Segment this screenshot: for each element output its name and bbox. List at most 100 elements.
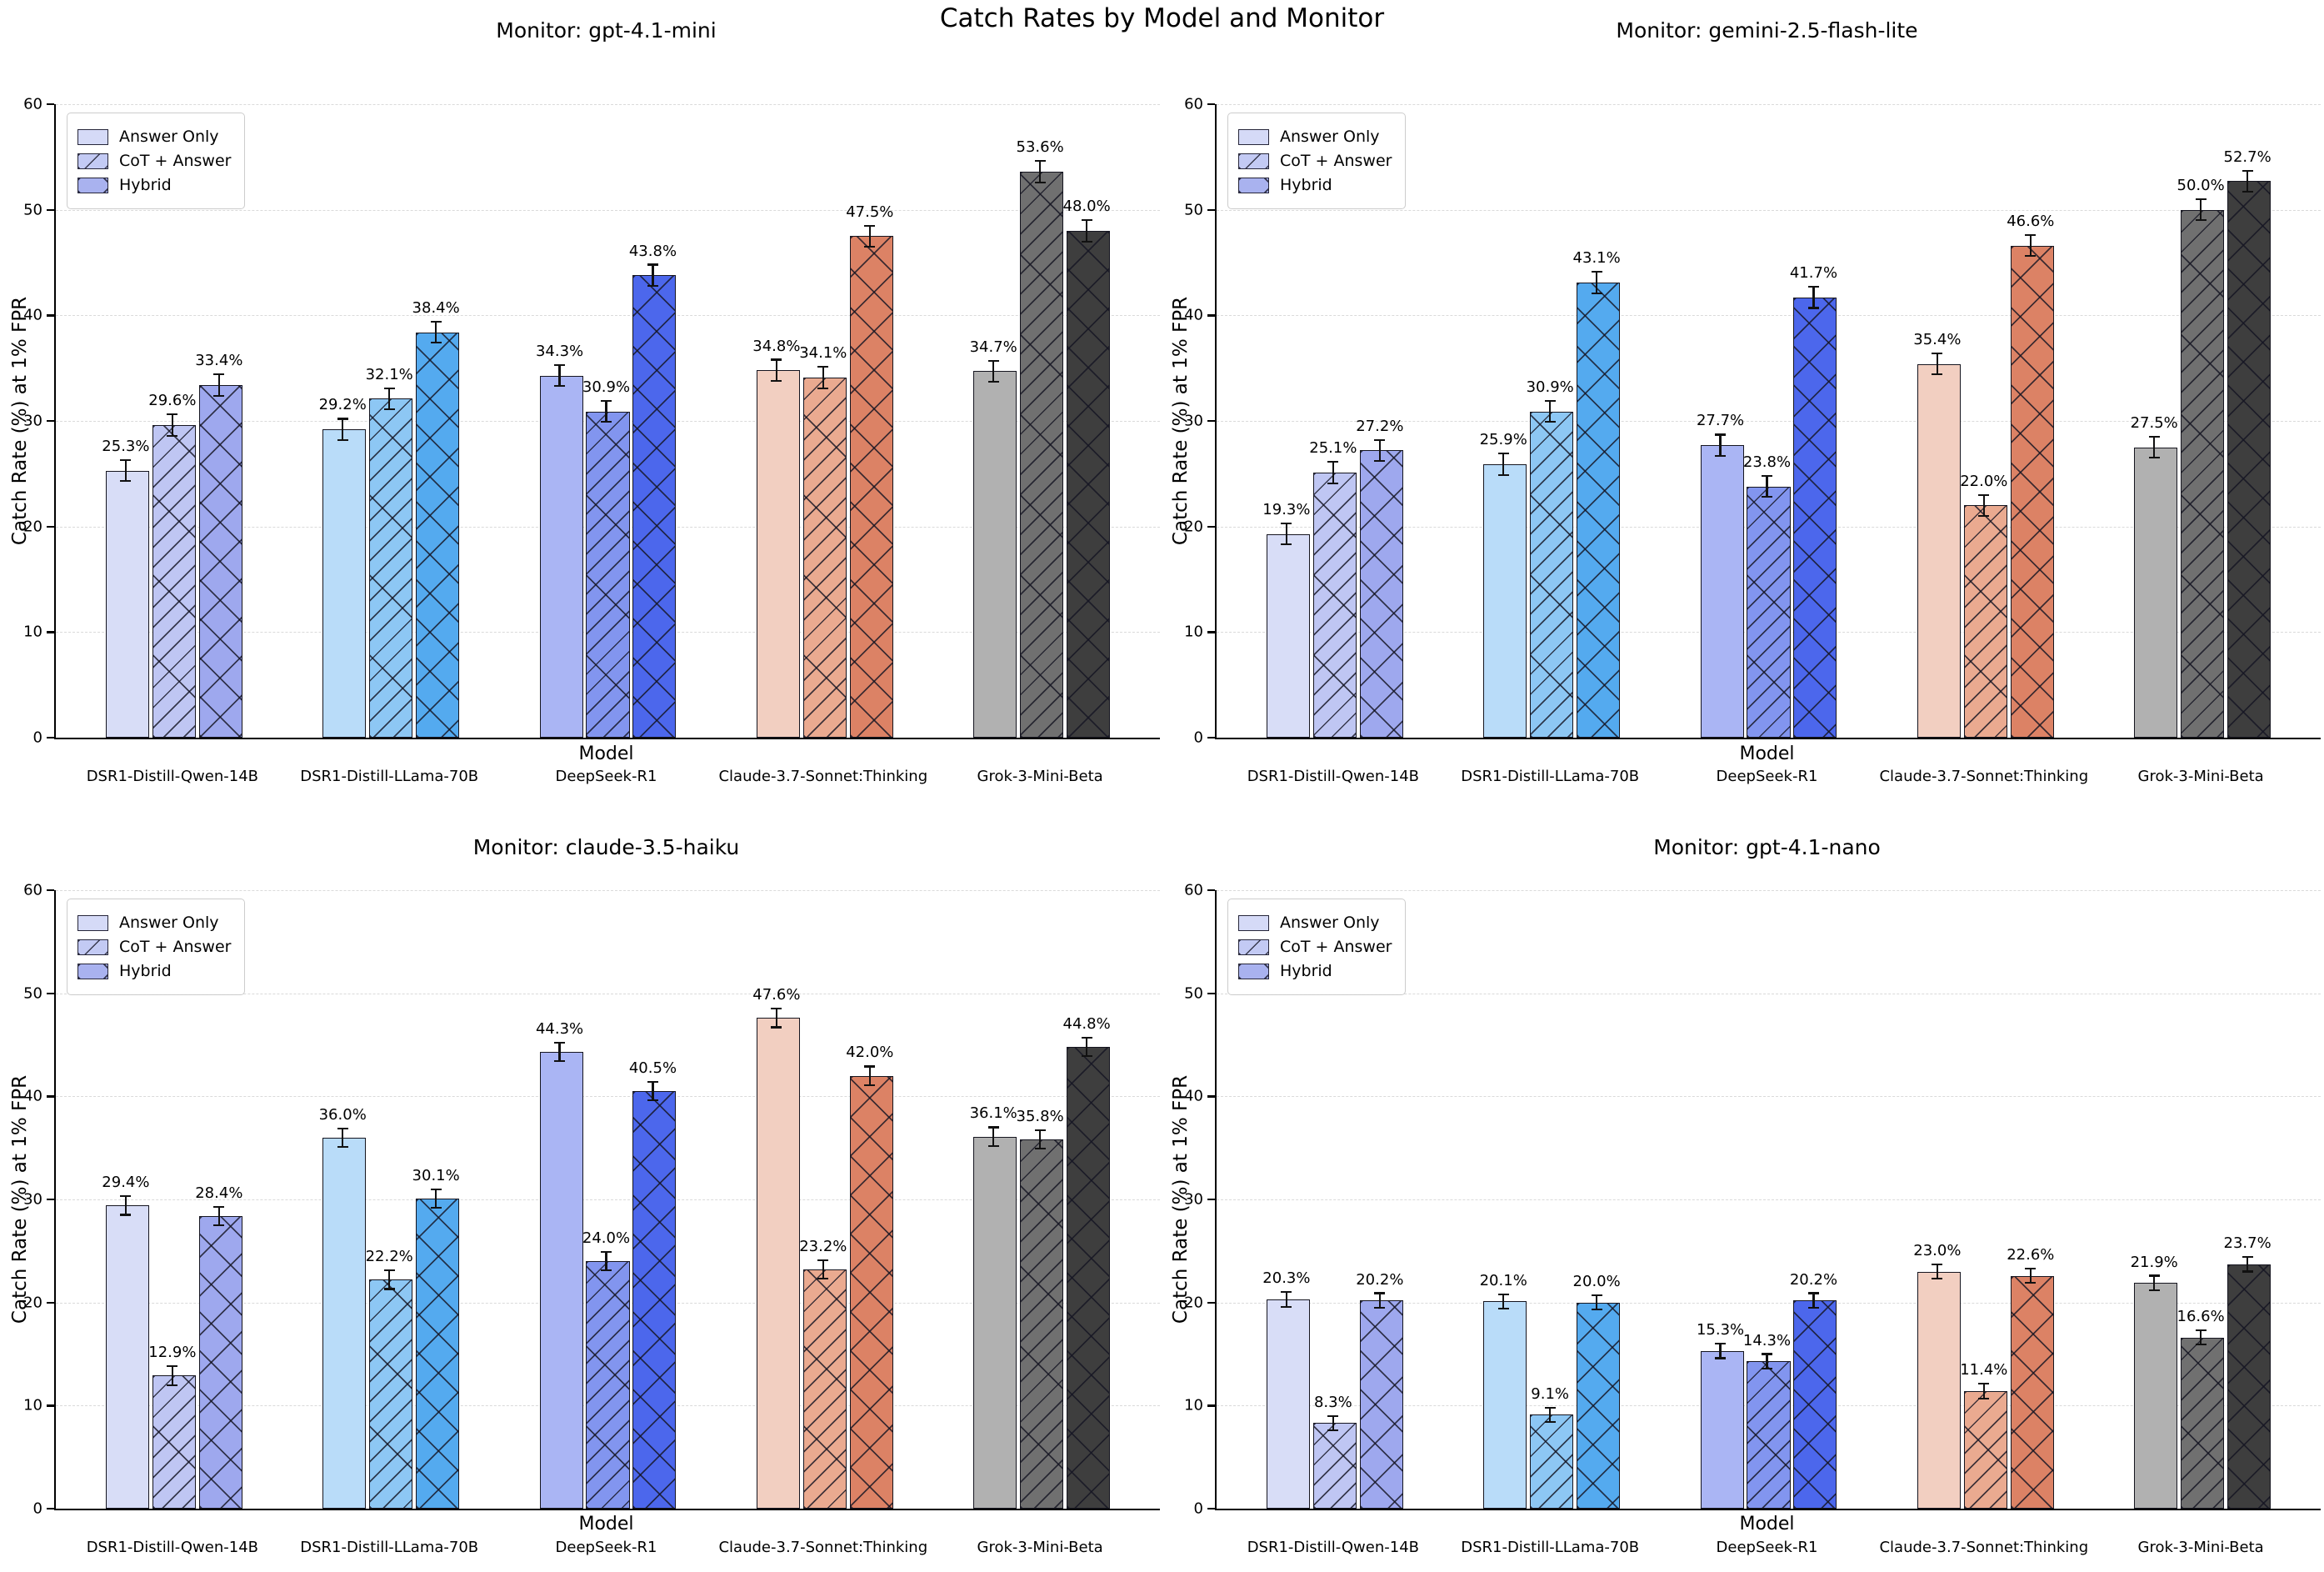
error-bar-cap [864, 245, 876, 248]
bar-hybrid [1067, 231, 1111, 738]
x-axis-label: Model [578, 1514, 634, 1534]
y-tick-label: 40 [1184, 1087, 1203, 1105]
error-bar [2153, 437, 2156, 458]
error-bar [171, 1366, 173, 1385]
subplot-title: Monitor: gemini-2.5-flash-lite [1616, 18, 1918, 43]
x-tick-label: DeepSeek-R1 [1716, 768, 1818, 785]
x-tick-label: Claude-3.7-Sonnet:Thinking [1879, 1539, 2089, 1556]
bar-cot_answer [1020, 1139, 1064, 1509]
error-bar-cap [771, 1026, 782, 1029]
bar-hybrid [632, 275, 677, 738]
error-bar [342, 1128, 344, 1147]
x-tick-label: Claude-3.7-Sonnet:Thinking [1879, 768, 2089, 785]
x-axis-label: Model [1739, 743, 1795, 764]
legend-item: Hybrid [77, 962, 231, 980]
error-bar-cap [2025, 255, 2037, 258]
error-bar-cap [2195, 1329, 2207, 1332]
legend-label: Answer Only [119, 128, 219, 146]
bar-value-label: 20.2% [1356, 1270, 1404, 1289]
y-tick-mark [47, 1199, 54, 1201]
y-gridline [1217, 209, 2321, 211]
y-tick-mark [47, 1508, 54, 1510]
y-tick-mark [47, 208, 54, 211]
bar-value-label: 9.1% [1531, 1384, 1570, 1403]
error-bar-cap [1807, 1306, 1819, 1309]
y-tick-label: 20 [23, 518, 42, 536]
y-tick-mark [47, 889, 54, 892]
bar-answer_only [322, 1137, 367, 1509]
error-bar-cap [337, 1127, 348, 1129]
error-bar-cap [2242, 1256, 2253, 1259]
subplot-title: Monitor: gpt-4.1-mini [496, 18, 717, 43]
x-tick-label: DSR1-Distill-LLama-70B [1461, 768, 1640, 785]
bar-value-label: 42.0% [846, 1044, 894, 1062]
error-bar-cap [771, 1008, 782, 1010]
error-bar-cap [1715, 433, 1727, 436]
error-bar [1596, 272, 1598, 293]
figure-title: Catch Rates by Model and Monitor [939, 3, 1385, 33]
y-gridline [1217, 104, 2321, 105]
y-tick-label: 30 [1184, 412, 1203, 430]
bar-cot_answer [1312, 1423, 1357, 1509]
error-bar-cap [647, 263, 658, 266]
y-tick-mark [47, 420, 54, 423]
bar-cot_answer [2181, 1337, 2225, 1509]
bar-hybrid [1359, 1300, 1403, 1509]
error-bar [1936, 1264, 1938, 1279]
error-bar [1596, 1295, 1598, 1310]
error-bar-cap [430, 1188, 442, 1190]
y-gridline [56, 890, 1160, 891]
error-bar [1719, 1344, 1722, 1359]
error-bar [1085, 1037, 1088, 1057]
error-bar [605, 1252, 607, 1271]
error-bar-cap [1591, 1294, 1602, 1297]
error-bar-cap [1281, 1291, 1292, 1294]
bar-answer_only [973, 371, 1017, 738]
bar-answer_only [105, 1205, 149, 1509]
error-bar [217, 1206, 220, 1225]
legend-label: Hybrid [1280, 176, 1332, 194]
bar-value-label: 48.0% [1062, 198, 1111, 216]
y-tick-mark [1207, 889, 1215, 892]
y-tick-mark [1207, 420, 1215, 423]
error-bar-cap [1762, 474, 1772, 477]
bar-answer_only [1483, 463, 1527, 738]
y-tick-mark [47, 992, 54, 994]
bar-cot_answer [802, 1269, 847, 1509]
error-bar [2200, 1330, 2202, 1345]
legend-swatch-hybrid [77, 177, 108, 193]
error-bar [1766, 475, 1768, 498]
error-bar-cap [1978, 493, 1990, 496]
plot-area [54, 104, 1160, 739]
y-axis-label: Catch Rate (%) at 1% FPR [1170, 1074, 1192, 1324]
bar-value-label: 23.2% [799, 1237, 847, 1255]
x-tick-label: Grok-3-Mini-Beta [2137, 768, 2264, 785]
bar-value-label: 29.6% [148, 392, 197, 410]
legend-swatch-answer_only [1238, 914, 1269, 931]
error-bar [992, 1127, 995, 1146]
x-tick-label: DSR1-Distill-LLama-70B [1461, 1539, 1640, 1556]
error-bar-cap [1034, 1148, 1046, 1150]
bar-answer_only [539, 375, 583, 738]
bar-answer_only [2134, 1283, 2178, 1509]
error-bar [435, 1189, 437, 1208]
legend-swatch-hybrid [1238, 963, 1269, 979]
bar-value-label: 34.8% [752, 337, 801, 355]
bar-value-label: 22.0% [1960, 472, 2008, 490]
error-bar-cap [167, 1365, 178, 1368]
error-bar [1378, 1293, 1381, 1308]
error-bar-cap [1034, 181, 1046, 183]
y-tick-label: 40 [23, 1087, 42, 1105]
error-bar [2246, 170, 2249, 193]
y-tick-label: 60 [23, 881, 42, 899]
bar-value-label: 25.3% [102, 437, 150, 455]
error-bar [992, 360, 995, 383]
error-bar [171, 414, 173, 436]
bar-answer_only [1266, 1299, 1310, 1509]
x-tick-label: DSR1-Distill-Qwen-14B [1247, 768, 1420, 785]
legend-item: Answer Only [1238, 914, 1392, 932]
error-bar-cap [554, 363, 566, 366]
error-bar-cap [167, 413, 178, 416]
bar-value-label: 47.6% [752, 986, 801, 1004]
y-gridline [56, 209, 1160, 211]
